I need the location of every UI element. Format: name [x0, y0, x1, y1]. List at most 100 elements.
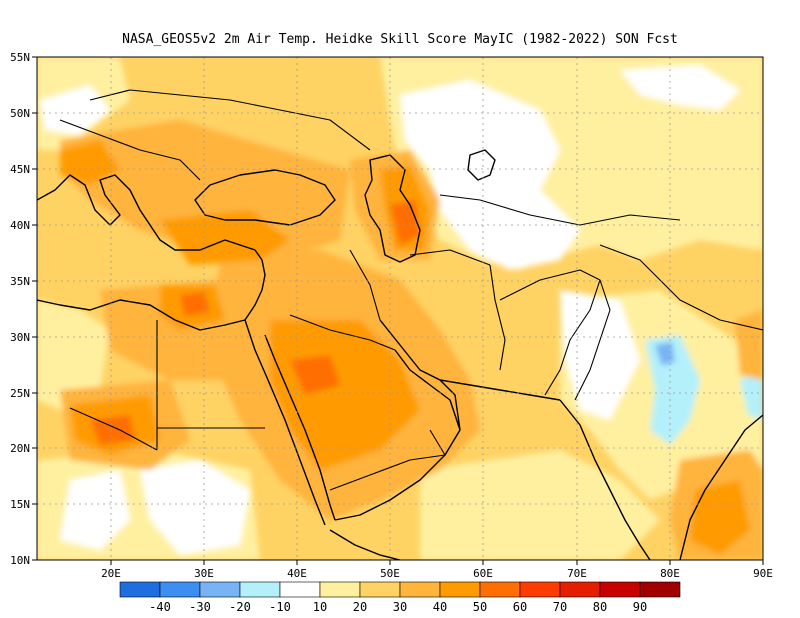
coast-aral-sea	[467, 149, 496, 181]
colorbar-label: 30	[393, 600, 407, 614]
field-neutral-far-north-east	[620, 65, 740, 110]
border-algeria-libya	[69, 407, 158, 451]
lon-label: 30E	[194, 567, 214, 580]
coast-persian-gulf	[379, 319, 461, 431]
coast-caspian-sea	[364, 154, 421, 263]
field-lvl50-sahara	[90, 415, 135, 445]
colorbar-swatch	[119, 581, 161, 598]
country-borders	[59, 89, 763, 491]
map-title: NASA_GEOS5v2 2m Air Temp. Heidke Skill S…	[122, 32, 678, 47]
field-lvl30-bay-bengal	[735, 310, 763, 380]
lat-label: 15N	[10, 498, 30, 511]
field-neutral-chad	[60, 470, 130, 550]
border-yemen-saudi	[329, 454, 446, 491]
coast-red-sea-west	[244, 319, 326, 526]
border-iran-iraq	[349, 249, 381, 321]
axis-ticks	[32, 56, 764, 565]
lon-label: 80E	[660, 567, 680, 580]
field-lvl40-turkey	[160, 210, 290, 265]
coast-horn-africa	[329, 529, 401, 560]
lat-label: 40N	[10, 219, 30, 232]
field-neg10-india	[645, 335, 700, 445]
field-lvl50-libya	[180, 292, 210, 316]
border-kazakhstan-south	[439, 194, 681, 226]
colorbar-swatch	[199, 581, 241, 598]
map-gridlines	[37, 57, 763, 560]
lat-label: 25N	[10, 387, 30, 400]
field-lvl40-italy	[60, 140, 120, 185]
border-saudi-iraq	[289, 314, 396, 351]
colorbar-label: -10	[269, 600, 291, 614]
lon-label: 50E	[380, 567, 400, 580]
field-neutral-pakistan	[560, 290, 640, 420]
lon-label: 70E	[567, 567, 587, 580]
coast-black-sea	[194, 169, 336, 226]
field-neutral-sudan	[140, 460, 250, 555]
colorbar-swatch	[639, 581, 681, 598]
field-lvl40-arabia	[270, 320, 420, 470]
colorbar-swatch	[319, 581, 361, 598]
colorbar-swatch	[359, 581, 401, 598]
coast-arabia-south	[334, 429, 461, 521]
map-frame	[36, 56, 764, 561]
colorbar-label: 90	[633, 600, 647, 614]
colorbar-label: 70	[553, 600, 567, 614]
colorbar-label: 50	[473, 600, 487, 614]
lat-label: 35N	[10, 275, 30, 288]
colorbar-label: 40	[433, 600, 447, 614]
lon-tick-labels: 20E 30E 40E 50E 60E 70E 80E 90E	[101, 567, 773, 580]
lat-label: 45N	[10, 163, 30, 176]
colorbar-swatch	[239, 581, 281, 598]
colorbar-swatch	[399, 581, 441, 598]
colorbar-swatch	[479, 581, 521, 598]
colorbar: -40 -30 -20 -10 10 20 30 40 50 60 70 80 90	[119, 581, 681, 614]
colorbar-swatch	[599, 581, 641, 598]
field-lvl40-south-india	[690, 480, 750, 555]
coast-north-africa	[37, 289, 263, 331]
skill-score-shading	[37, 57, 763, 560]
colorbar-swatch	[279, 581, 321, 598]
lat-label: 30N	[10, 331, 30, 344]
lat-tick-labels: 55N 50N 45N 40N 35N 30N 25N 20N 15N 10N	[10, 51, 30, 567]
coast-mediterranean-north	[37, 174, 263, 261]
colorbar-label: -30	[189, 600, 211, 614]
border-iran-turkmenistan	[409, 249, 491, 266]
coast-levant	[261, 259, 266, 291]
field-lvl50-arabia	[290, 355, 340, 395]
coast-india-west	[559, 399, 651, 560]
colorbar-label: -40	[149, 600, 171, 614]
colorbar-label: -20	[229, 600, 251, 614]
coast-india-east	[679, 414, 763, 560]
border-afghanistan-pakistan	[499, 269, 601, 396]
lat-label: 50N	[10, 107, 30, 120]
border-pakistan-india	[574, 279, 611, 401]
colorbar-swatch	[519, 581, 561, 598]
lon-label: 40E	[287, 567, 307, 580]
border-europe-central	[59, 119, 201, 181]
colorbar-label: 60	[513, 600, 527, 614]
colorbar-swatch	[439, 581, 481, 598]
lon-label: 90E	[753, 567, 773, 580]
lon-label: 60E	[473, 567, 493, 580]
lat-label: 55N	[10, 51, 30, 64]
border-iran-afghanistan	[489, 264, 506, 371]
coast-iran-south	[439, 379, 561, 401]
lon-label: 20E	[101, 567, 121, 580]
lat-label: 20N	[10, 442, 30, 455]
border-oman	[429, 429, 446, 456]
coast-red-sea-east	[264, 334, 336, 521]
border-china-west	[599, 244, 763, 331]
border-europe-east	[89, 89, 371, 151]
field-neg10-east-india	[740, 370, 763, 420]
lat-label: 10N	[10, 554, 30, 567]
colorbar-label: 10	[313, 600, 327, 614]
colorbar-label: 80	[593, 600, 607, 614]
field-neg20-india	[655, 342, 675, 366]
colorbar-swatch	[159, 581, 201, 598]
field-lvl10-arabian-sea	[420, 450, 660, 560]
field-lvl10-north-africa-west	[37, 300, 110, 410]
map-panel	[37, 57, 763, 560]
colorbar-swatch	[559, 581, 601, 598]
field-neutral-east-europe	[40, 85, 110, 135]
